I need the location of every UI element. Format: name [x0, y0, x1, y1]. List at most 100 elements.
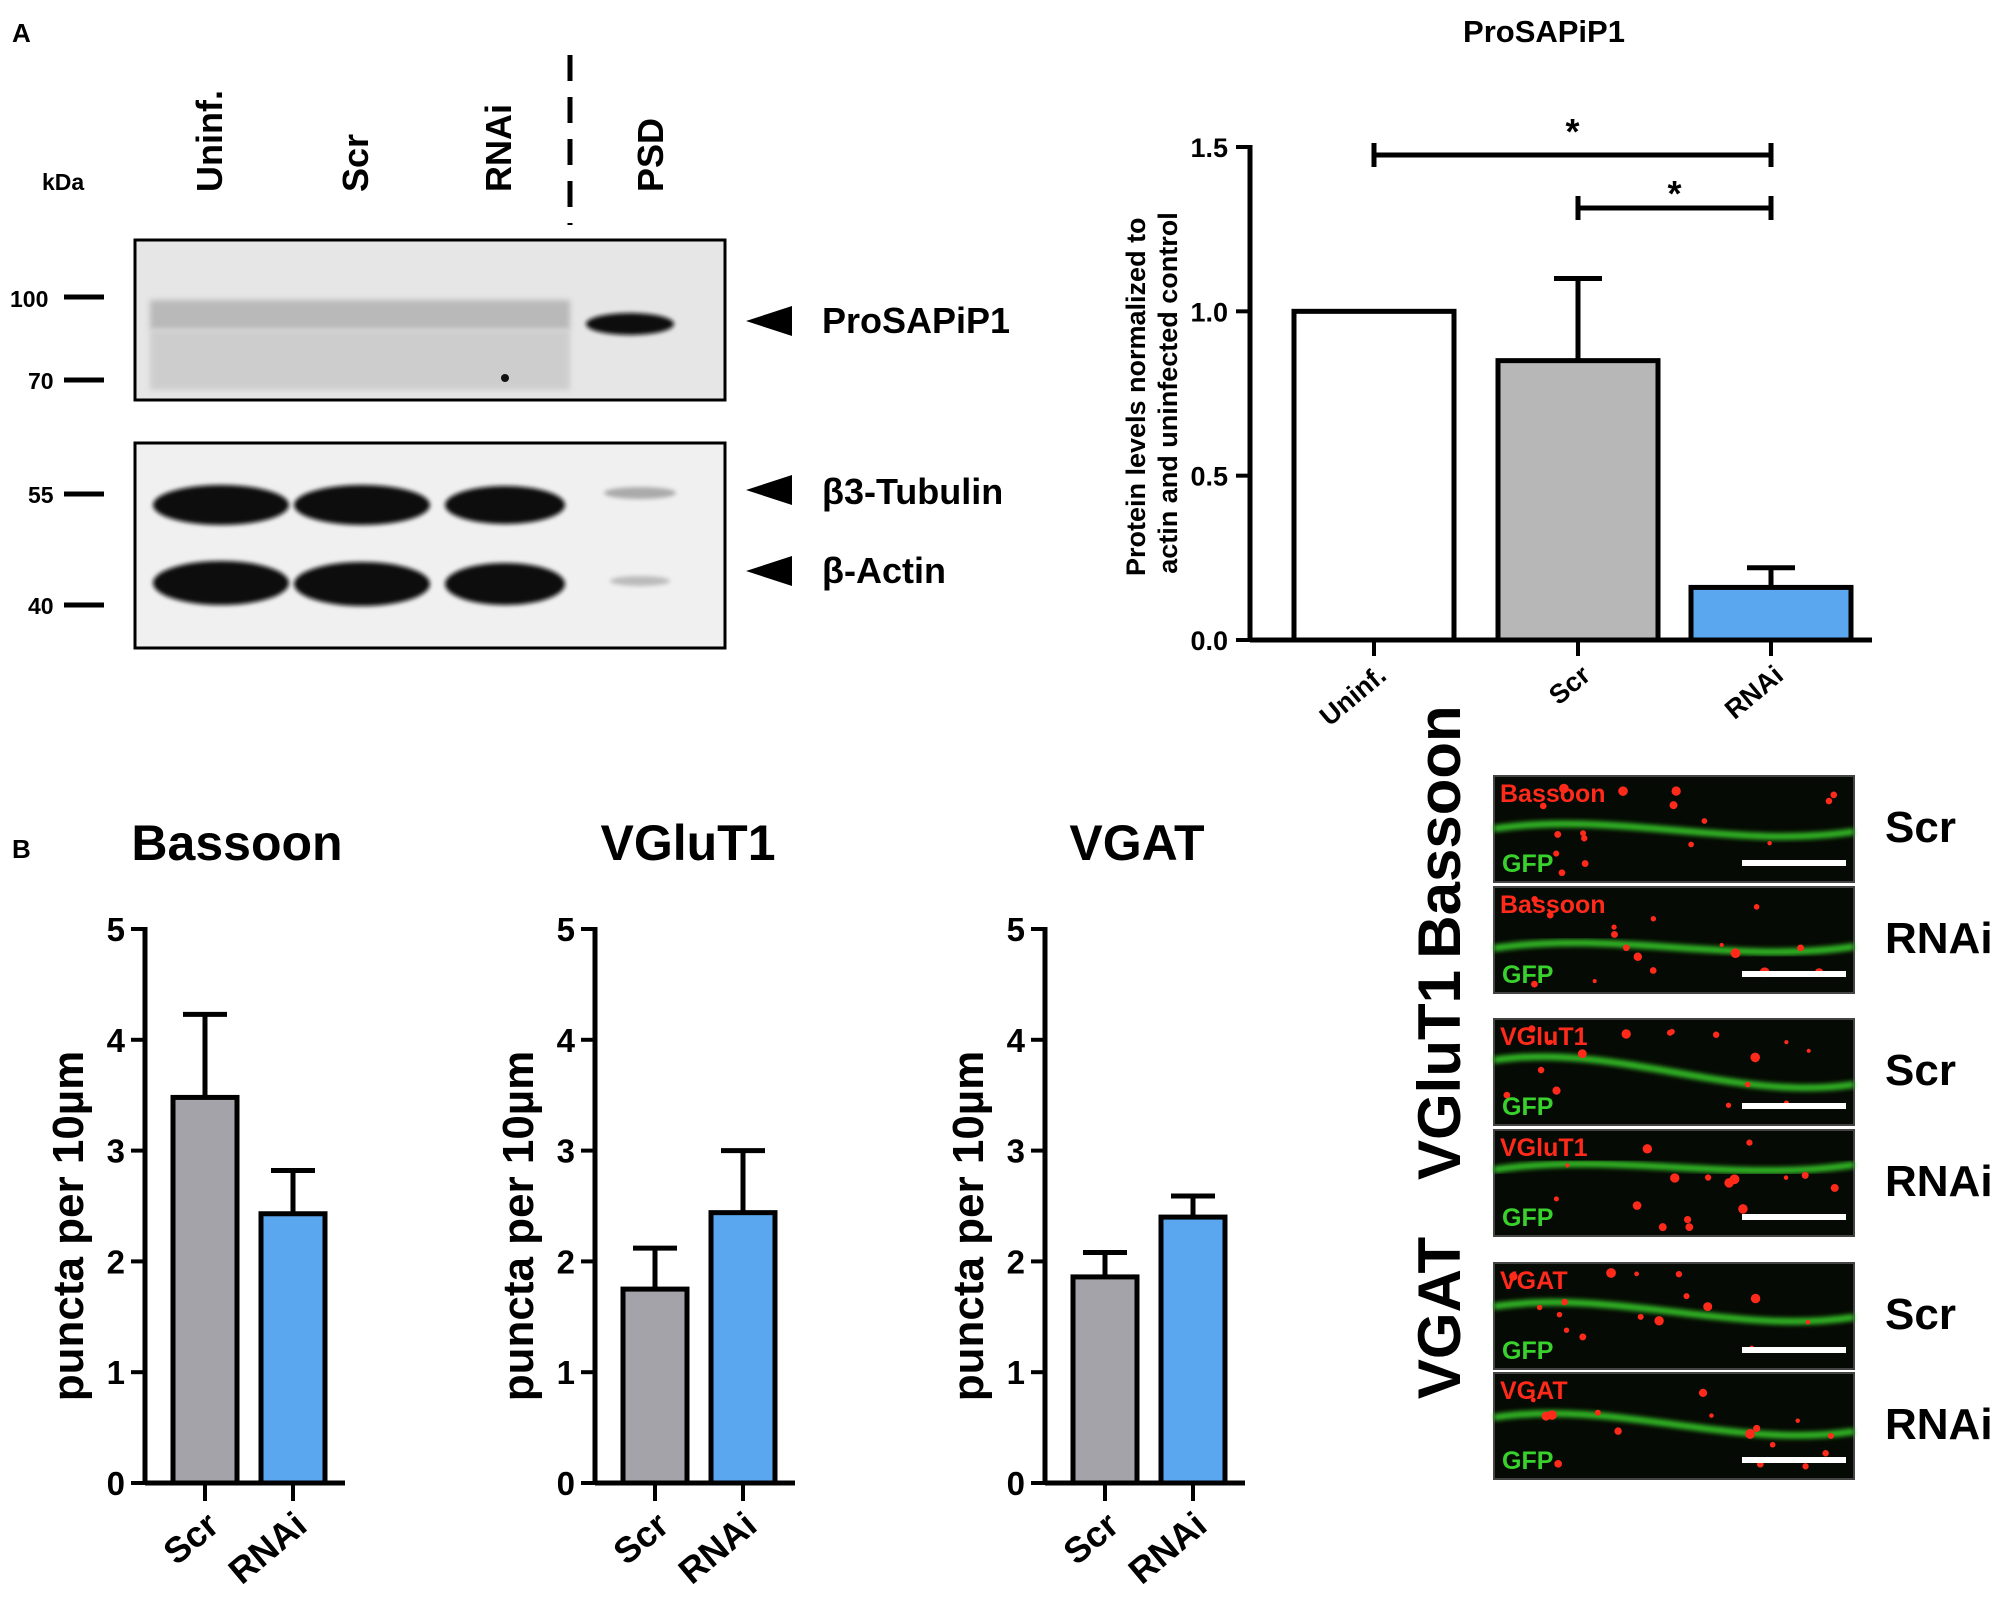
kda-marker-55: 55 [28, 482, 104, 508]
chart-ylabel-vgat: puncta per 10µm [944, 1051, 993, 1402]
y-tick-label-bassoon: 4 [107, 1022, 126, 1059]
puncta-dot [1795, 1418, 1800, 1423]
bar-vgat-rnai [1158, 1214, 1228, 1486]
x-tick-label-prosapip1: Scr [1543, 659, 1596, 710]
puncta-dot [1606, 1268, 1616, 1278]
bar-prosapip1-uninf [1291, 308, 1457, 643]
bar-prosapip1-rnai [1688, 584, 1854, 643]
puncta-dot [1637, 1313, 1644, 1320]
svg-text:β-Actin: β-Actin [822, 550, 946, 591]
chart-title-prosapip1: ProSAPiP1 [1463, 14, 1625, 49]
scale-bar [1742, 971, 1846, 977]
dendrite-gfp [1493, 1160, 1855, 1175]
micrograph-vgat-rnai: VGAT GFP [1493, 1372, 1855, 1480]
puncta-dot [1654, 1316, 1664, 1326]
puncta-dot [1632, 1201, 1642, 1210]
y-tick-label-vglut1: 3 [557, 1133, 575, 1170]
puncta-dot [1725, 1102, 1732, 1108]
y-tick-label-prosapip1: 0.5 [1190, 462, 1228, 492]
puncta-dot [1698, 1388, 1708, 1397]
puncta-dot [1553, 850, 1560, 857]
puncta-dot [1675, 1270, 1683, 1278]
puncta-dot [1503, 1091, 1511, 1099]
puncta-dot [1701, 818, 1708, 824]
puncta-dot [1621, 1029, 1631, 1039]
puncta-dot [1683, 1215, 1692, 1224]
scale-bar [1742, 1457, 1846, 1463]
micrograph-green-label: GFP [1502, 1447, 1553, 1475]
micrograph-condition-label: Scr [1885, 803, 1956, 852]
puncta-dot [1830, 791, 1838, 799]
puncta-dot [1633, 952, 1643, 961]
puncta-dot [1537, 1066, 1545, 1074]
puncta-dot [1767, 840, 1772, 846]
significance-star: * [1565, 111, 1579, 152]
puncta-dot [1528, 1025, 1536, 1033]
puncta-dot [1642, 1144, 1653, 1154]
puncta-dot [1553, 1196, 1559, 1202]
micrograph-background [1493, 1262, 1855, 1370]
puncta-dot [1614, 1427, 1622, 1435]
lane-label-scr: Scr [335, 134, 376, 192]
puncta-dot [1688, 841, 1694, 848]
puncta-dot [1530, 1397, 1536, 1403]
puncta-dot [1670, 1173, 1680, 1183]
y-tick-label-vgat: 2 [1007, 1243, 1025, 1280]
micrograph-vgat-scr: VGAT GFP [1493, 1262, 1855, 1370]
puncta-dot [1634, 1271, 1639, 1277]
x-tick-label-prosapip1: Uninf. [1314, 660, 1392, 732]
puncta-dot [1554, 830, 1562, 838]
micrograph-group-label-vgat: VGAT [1406, 1237, 1473, 1399]
micrograph-condition-label: Scr [1885, 1046, 1956, 1095]
dendrite-gfp [1493, 939, 1855, 956]
micrograph-condition-label: Scr [1885, 1290, 1956, 1339]
micrograph-panel: Bassoon GFP Scr Bassoon GFP RNAi VGluT1 GFP Scr V… [1406, 705, 1993, 1480]
puncta-dot [1802, 1463, 1809, 1470]
puncta-dot [1618, 786, 1628, 796]
band-label-prosapip1: ProSAPiP1 [746, 300, 1010, 341]
micrograph-condition-label: RNAi [1885, 1400, 1993, 1449]
puncta-dot [1559, 783, 1569, 794]
scale-bar [1742, 1103, 1846, 1109]
puncta-dot [1581, 835, 1588, 842]
puncta-dot [1547, 1410, 1557, 1420]
svg-text:55: 55 [28, 482, 54, 508]
puncta-dot [1561, 1298, 1568, 1306]
puncta-dot [1531, 896, 1538, 903]
x-tick-label-bassoon: RNAi [220, 1504, 314, 1592]
puncta-dot [1750, 1052, 1761, 1063]
bar-vglut1-rnai [708, 1210, 778, 1486]
micrograph-green-label: GFP [1502, 1337, 1553, 1365]
puncta-dot [1563, 1327, 1570, 1333]
svg-text:ProSAPiP1: ProSAPiP1 [822, 300, 1010, 341]
puncta-dot [1623, 944, 1630, 952]
puncta-dot [1581, 860, 1589, 867]
puncta-dot [1536, 1304, 1543, 1311]
svg-text:β3-Tubulin: β3-Tubulin [822, 471, 1003, 512]
x-tick-label-bassoon: Scr [155, 1504, 226, 1573]
puncta-dot [1509, 1272, 1518, 1281]
micrograph-vglut1-rnai: VGluT1 GFP [1493, 1129, 1855, 1237]
y-tick-label-vglut1: 0 [557, 1465, 575, 1502]
puncta-dot [1769, 1441, 1776, 1448]
micrograph-red-label: VGAT [1500, 1267, 1568, 1295]
puncta-dot [1830, 1183, 1839, 1192]
puncta-dot [1805, 1319, 1811, 1325]
kda-marker-100: 100 [10, 286, 104, 312]
x-tick-label-vglut1: Scr [605, 1504, 676, 1573]
puncta-dot [1552, 1086, 1561, 1095]
bar-bassoon-scr [170, 1094, 240, 1486]
puncta-dot [1556, 1311, 1563, 1318]
puncta-dot [1683, 1293, 1690, 1300]
y-tick-label-vglut1: 2 [557, 1243, 575, 1280]
y-tick-label-vgat: 3 [1007, 1133, 1025, 1170]
panel-b-label: B [12, 834, 31, 864]
y-tick-label-vglut1: 5 [557, 911, 575, 948]
micrograph-red-label: VGAT [1500, 1377, 1568, 1405]
svg-text:40: 40 [28, 593, 54, 619]
micrograph-bassoon-scr: Bassoon GFP [1493, 775, 1855, 883]
scale-bar [1742, 1347, 1846, 1353]
puncta-dot [1539, 802, 1547, 810]
puncta-dot [1592, 979, 1597, 984]
x-tick-label-prosapip1: RNAi [1719, 660, 1789, 725]
